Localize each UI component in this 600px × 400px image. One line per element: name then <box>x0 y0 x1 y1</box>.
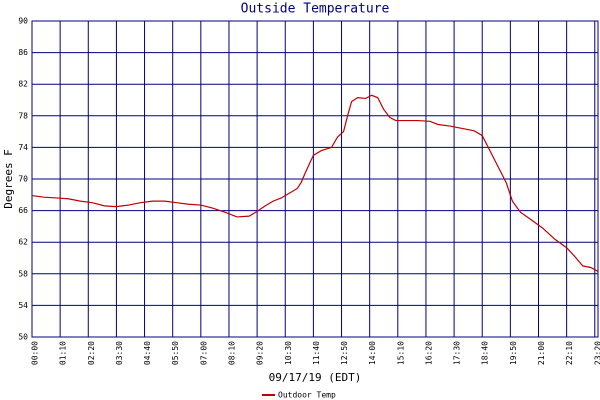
plot-border <box>31 20 599 338</box>
x-tick-label: 01:10 <box>59 341 68 365</box>
x-tick-label: 16:20 <box>424 341 433 365</box>
y-tick-label: 58 <box>18 269 28 278</box>
y-tick-label: 78 <box>18 111 28 120</box>
x-tick-label: 00:00 <box>31 341 40 365</box>
x-tick-label: 04:40 <box>143 341 152 365</box>
y-axis-title: Degrees F <box>2 149 15 209</box>
x-tick-label: 22:10 <box>565 341 574 365</box>
x-tick-label: 14:00 <box>368 341 377 365</box>
x-tick-label: 02:20 <box>87 341 96 365</box>
y-tick-label: 70 <box>18 175 28 184</box>
x-tick-label: 11:40 <box>312 341 321 365</box>
y-tick-label: 66 <box>18 206 28 215</box>
x-tick-label: 08:10 <box>227 341 236 365</box>
y-tick-label: 50 <box>18 333 28 342</box>
y-tick-label: 90 <box>18 17 28 26</box>
chart-title: Outside Temperature <box>241 2 390 17</box>
y-tick-label: 62 <box>18 238 28 247</box>
y-tick-label: 82 <box>18 80 28 89</box>
x-tick-label: 23:20 <box>593 341 600 365</box>
x-tick-label: 17:30 <box>453 341 462 365</box>
y-tick-label: 54 <box>18 301 28 310</box>
x-axis-title: 09/17/19 (EDT) <box>269 371 362 384</box>
x-tick-label: 12:50 <box>340 341 349 365</box>
x-tick-label: 18:40 <box>481 341 490 365</box>
y-tick-label: 74 <box>18 143 28 152</box>
x-tick-label: 09:20 <box>256 341 265 365</box>
x-tick-label: 03:30 <box>115 341 124 365</box>
x-tick-label: 05:50 <box>171 341 180 365</box>
x-tick-label: 10:30 <box>284 341 293 365</box>
data-line <box>31 94 599 272</box>
x-tick-label: 21:00 <box>537 341 546 365</box>
legend-label: Outdoor Temp <box>278 391 336 400</box>
y-tick-label: 86 <box>18 48 28 57</box>
x-tick-label: 07:00 <box>199 341 208 365</box>
x-tick-label: 19:50 <box>509 341 518 365</box>
x-tick-label: 15:10 <box>396 341 405 365</box>
